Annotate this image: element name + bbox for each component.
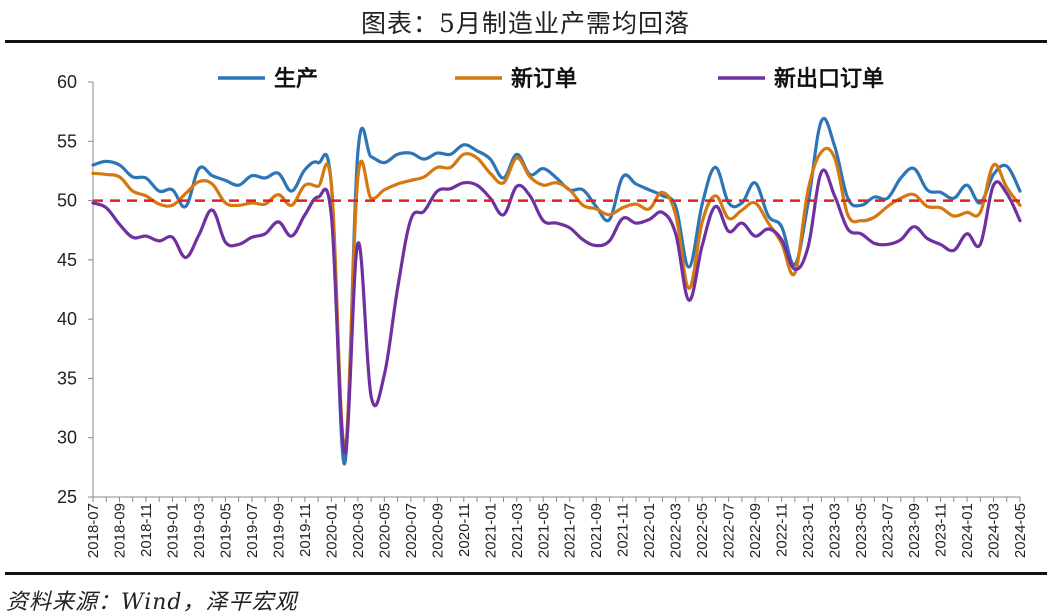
x-tick-label: 2019-05 (217, 503, 234, 558)
x-tick-label: 2023-07 (880, 503, 897, 558)
x-tick-label: 2020-05 (376, 503, 393, 558)
x-tick-label: 2020-09 (429, 503, 446, 558)
x-tick-label: 2019-03 (191, 503, 208, 558)
x-tick-label: 2021-03 (509, 503, 526, 558)
y-tick-label: 40 (57, 309, 77, 329)
series-line-new-orders (91, 146, 1022, 448)
y-tick-label: 60 (57, 72, 77, 92)
x-tick-label: 2022-05 (694, 503, 711, 558)
x-tick-label: 2022-03 (668, 503, 685, 558)
x-tick-label: 2018-09 (111, 503, 128, 558)
source-note: 资料来源：Wind，泽平宏观 (6, 590, 298, 615)
y-tick-label: 45 (57, 250, 77, 270)
legend-label-new-export-orders: 新出口订单 (774, 66, 884, 92)
x-tick-label: 2019-01 (164, 503, 181, 558)
legend-label-new-orders: 新订单 (511, 66, 577, 92)
x-tick-label: 2020-11 (456, 503, 473, 557)
x-tick-label: 2024-05 (1012, 503, 1029, 558)
x-tick-label: 2020-03 (350, 503, 367, 558)
x-tick-label: 2022-01 (641, 503, 658, 558)
y-tick-label: 25 (57, 487, 77, 507)
y-tick-label: 55 (57, 131, 77, 151)
x-tick-label: 2022-07 (721, 503, 738, 558)
series-line-production (91, 117, 1022, 466)
x-tick-label: 2021-01 (482, 503, 499, 558)
x-tick-label: 2022-09 (747, 503, 764, 558)
series-line-new-export-orders (91, 168, 1022, 455)
y-tick-label: 50 (57, 191, 77, 211)
x-tick-label: 2019-11 (297, 503, 314, 557)
x-tick-label: 2023-01 (800, 503, 817, 558)
top-divider (5, 40, 1047, 43)
y-tick-label: 35 (57, 368, 77, 388)
x-tick-label: 2023-09 (906, 503, 923, 558)
x-tick-label: 2024-01 (959, 503, 976, 558)
x-tick-label: 2020-07 (403, 503, 420, 558)
y-tick-label: 30 (57, 428, 77, 448)
x-tick-label: 2018-11 (138, 503, 155, 557)
x-tick-label: 2024-03 (986, 503, 1003, 558)
x-tick-label: 2020-01 (323, 503, 340, 558)
x-tick-label: 2019-07 (244, 503, 261, 558)
x-tick-label: 2021-07 (562, 503, 579, 558)
x-tick-label: 2023-05 (853, 503, 870, 558)
x-tick-label: 2021-11 (615, 503, 632, 557)
x-tick-label: 2023-11 (933, 503, 950, 557)
x-tick-label: 2019-09 (270, 503, 287, 558)
page-title: 图表：5月制造业产需均回落 (361, 9, 690, 38)
legend-label-production: 生产 (274, 67, 318, 92)
x-tick-label: 2021-05 (535, 503, 552, 558)
x-tick-label: 2023-03 (827, 503, 844, 558)
x-tick-label: 2021-09 (588, 503, 605, 558)
bottom-divider (5, 572, 1047, 575)
x-tick-label: 2022-11 (774, 503, 791, 557)
x-tick-label: 2018-07 (85, 503, 102, 558)
